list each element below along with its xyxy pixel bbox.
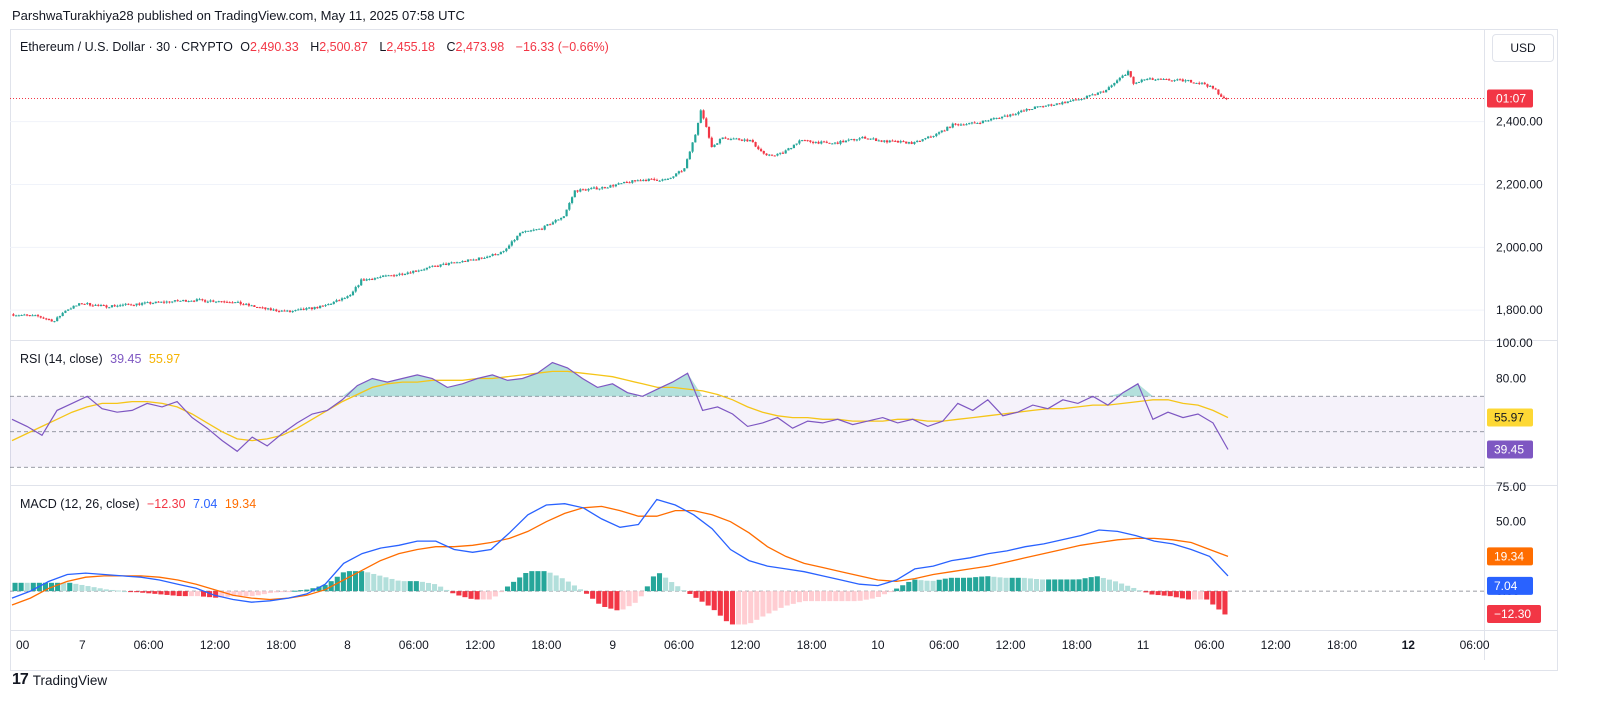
close-label: C [446,40,456,54]
close-value: 2,473.98 [455,40,505,54]
chart-frame [10,29,1558,671]
macd-line-value: 7.04 [193,497,218,511]
macd-hist-value: −12.30 [146,497,186,511]
macd-title[interactable]: MACD (12, 26, close) [20,497,140,511]
low-label: L [379,40,387,54]
high-value: 2,500.87 [319,40,368,54]
high-label: H [310,40,320,54]
footer[interactable]: 17 TradingView [12,671,107,689]
tradingview-logo-icon: 17 [12,671,29,688]
brand-name: TradingView [32,672,108,688]
rsi-legend: RSI (14, close) 39.45 55.97 [20,352,184,366]
publisher-line: ParshwaTurakhiya28 published on TradingV… [12,8,465,23]
symbol-label[interactable]: Ethereum / U.S. Dollar · 30 · CRYPTO [20,40,233,54]
open-label: O [240,40,251,54]
rsi-value: 39.45 [110,352,142,366]
change-value: −16.33 (−0.66%) [515,40,609,54]
main-legend: Ethereum / U.S. Dollar · 30 · CRYPTO O2,… [20,40,613,54]
currency-button[interactable]: USD [1492,34,1554,62]
open-value: 2,490.33 [250,40,299,54]
macd-signal-value: 19.34 [224,497,257,511]
rsi-title[interactable]: RSI (14, close) [20,352,103,366]
rsi-ma-value: 55.97 [148,352,181,366]
low-value: 2,455.18 [386,40,435,54]
macd-legend: MACD (12, 26, close) −12.30 7.04 19.34 [20,497,260,511]
